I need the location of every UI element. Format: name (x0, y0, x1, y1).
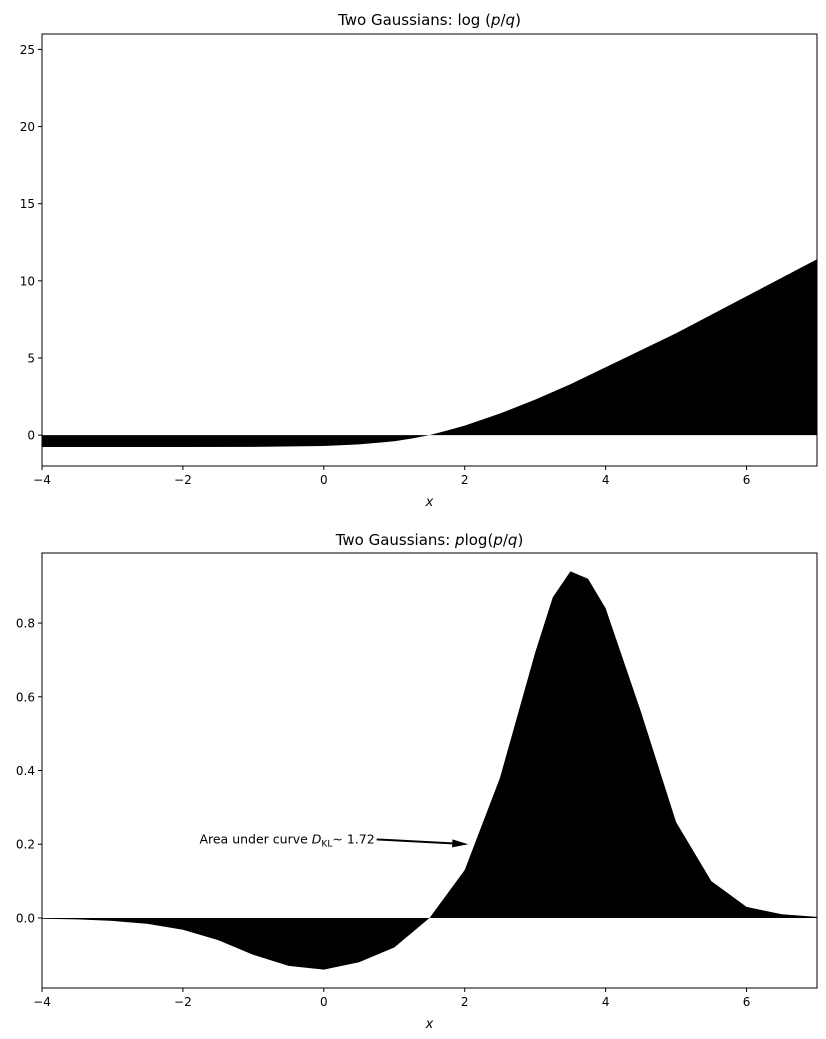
top-panel: Two Gaussians: log (p/q) −4 −2 0 2 4 6 0 5 10 15… (20, 11, 818, 510)
y-tick-label: 0.8 (16, 617, 35, 631)
bottom-x-ticks: −4 −2 0 2 4 6 (33, 988, 750, 1009)
bottom-chart-title: Two Gaussians: plog(p/q) (335, 531, 524, 549)
top-x-axis-label: x (425, 495, 434, 510)
bottom-x-axis-label: x (425, 1017, 434, 1032)
y-tick-label: 15 (20, 197, 35, 211)
y-tick-label: 10 (20, 274, 35, 288)
top-x-ticks: −4 −2 0 2 4 6 (33, 466, 750, 487)
top-chart-title: Two Gaussians: log (p/q) (337, 11, 521, 29)
y-tick-label: 5 (27, 352, 35, 366)
x-tick-label: 0 (320, 473, 328, 487)
kl-annotation: Area under curve DKL∼ 1.72 (199, 831, 469, 849)
x-tick-label: 2 (461, 473, 469, 487)
kl-annotation-text: Area under curve DKL∼ 1.72 (199, 831, 374, 849)
kl-annotation-arrow-shaft (376, 838, 453, 845)
top-y-ticks: 0 5 10 15 20 25 (20, 43, 42, 443)
y-tick-label: 0.6 (16, 690, 35, 704)
y-tick-label: 20 (20, 120, 35, 134)
bottom-p-log-ratio-area (42, 571, 817, 970)
x-tick-label: −2 (174, 995, 192, 1009)
kl-annotation-arrow-head (452, 839, 469, 848)
top-log-ratio-area (42, 259, 817, 448)
x-tick-label: 6 (743, 473, 751, 487)
x-tick-label: 2 (461, 995, 469, 1009)
x-tick-label: 4 (602, 473, 610, 487)
bottom-axes-frame (41, 552, 818, 989)
y-tick-label: 0.2 (16, 838, 35, 852)
top-axes-frame (41, 33, 818, 467)
x-tick-label: −4 (33, 473, 51, 487)
x-tick-label: 0 (320, 995, 328, 1009)
x-tick-label: −4 (33, 995, 51, 1009)
x-tick-label: 4 (602, 995, 610, 1009)
y-tick-label: 0 (27, 429, 35, 443)
bottom-y-ticks: 0.0 0.2 0.4 0.6 0.8 (16, 617, 42, 925)
y-tick-label: 25 (20, 43, 35, 57)
bottom-panel: Two Gaussians: plog(p/q) −4 −2 0 2 4 6 0.0 0.2… (16, 531, 818, 1032)
y-tick-label: 0.0 (16, 911, 35, 925)
y-tick-label: 0.4 (16, 764, 35, 778)
x-tick-label: 6 (743, 995, 751, 1009)
x-tick-label: −2 (174, 473, 192, 487)
